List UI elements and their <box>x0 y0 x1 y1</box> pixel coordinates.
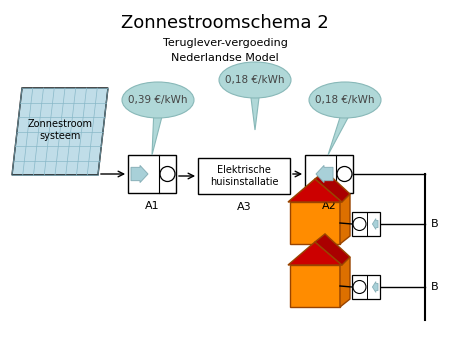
Ellipse shape <box>309 82 381 118</box>
Polygon shape <box>340 194 350 244</box>
Text: A1: A1 <box>145 201 159 211</box>
Bar <box>305 155 353 193</box>
Ellipse shape <box>219 62 291 98</box>
Polygon shape <box>251 95 259 130</box>
Polygon shape <box>288 179 342 202</box>
Text: B: B <box>431 282 439 292</box>
Text: A2: A2 <box>322 201 336 211</box>
Bar <box>352 212 380 236</box>
Polygon shape <box>290 265 340 307</box>
Bar <box>352 275 380 299</box>
Text: B: B <box>431 219 439 229</box>
Text: Teruglever-vergoeding
Nederlandse Model: Teruglever-vergoeding Nederlandse Model <box>162 38 287 63</box>
Polygon shape <box>315 171 350 202</box>
Text: 0,39 €/kWh: 0,39 €/kWh <box>128 95 188 105</box>
FancyArrow shape <box>316 165 333 182</box>
Polygon shape <box>340 257 350 307</box>
Text: A3: A3 <box>237 202 251 212</box>
Ellipse shape <box>122 82 194 118</box>
Polygon shape <box>290 202 340 244</box>
Polygon shape <box>328 115 350 155</box>
Polygon shape <box>12 88 108 175</box>
Bar <box>198 158 290 194</box>
Text: Elektrische
huisinstallatie: Elektrische huisinstallatie <box>210 165 278 187</box>
Text: Zonnestroom
systeem: Zonnestroom systeem <box>28 119 92 141</box>
FancyArrow shape <box>373 282 378 292</box>
Text: 0,18 €/kWh: 0,18 €/kWh <box>315 95 375 105</box>
Bar <box>128 155 176 193</box>
Text: Zonnestroomschema 2: Zonnestroomschema 2 <box>121 14 329 32</box>
FancyArrow shape <box>131 165 148 182</box>
Text: 0,18 €/kWh: 0,18 €/kWh <box>225 75 285 85</box>
Polygon shape <box>152 115 162 155</box>
Polygon shape <box>288 242 342 265</box>
FancyArrow shape <box>373 219 378 229</box>
Polygon shape <box>315 234 350 265</box>
